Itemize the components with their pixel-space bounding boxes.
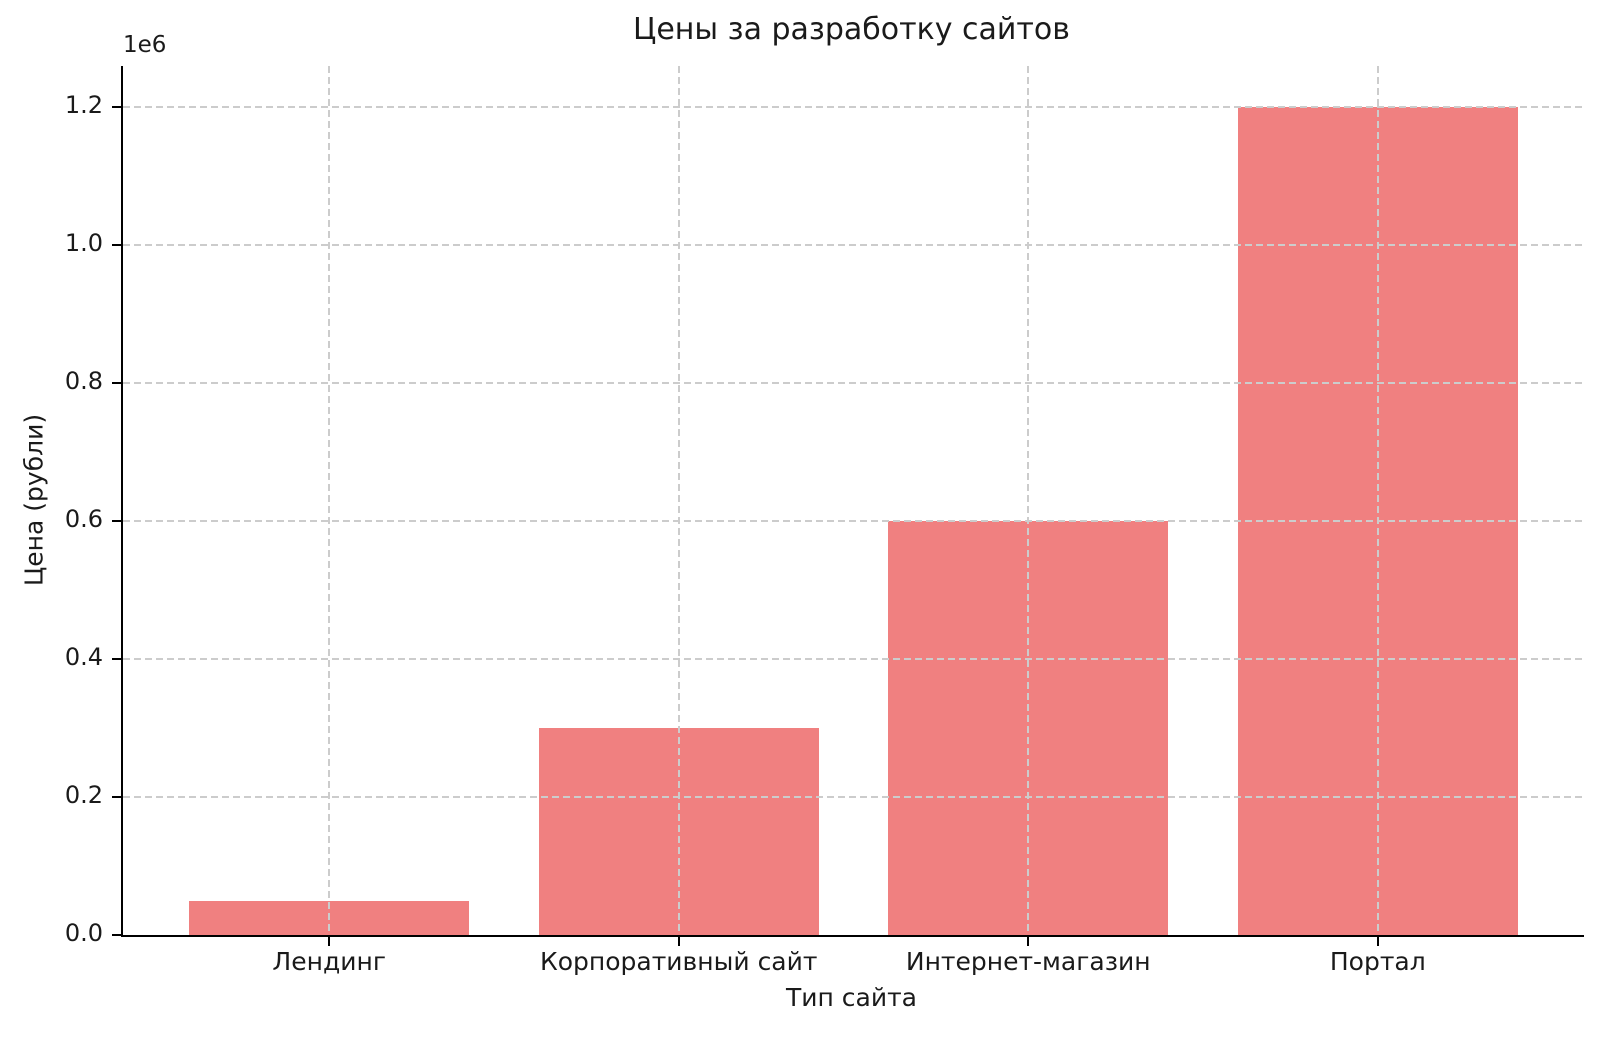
y-tick-label: 0.2 [64, 781, 103, 810]
y-tick-label: 0.8 [64, 367, 103, 396]
y-tick-mark [112, 382, 121, 385]
x-tick-mark [1376, 937, 1379, 946]
y-tick-label: 1.2 [64, 91, 103, 120]
bar [538, 728, 819, 935]
x-axis-label: Тип сайта [785, 983, 917, 1012]
x-tick-label: Интернет-магазин [905, 947, 1151, 976]
bar [888, 521, 1169, 935]
y-tick-mark [112, 520, 121, 523]
y-tick-mark [112, 244, 121, 247]
y-tick-mark [112, 658, 121, 661]
x-tick-label: Портал [1329, 947, 1426, 976]
y-tick-mark [112, 934, 121, 936]
y-tick-label: 0.0 [64, 919, 103, 947]
y-tick-mark [112, 796, 121, 799]
y-axis-label: Цена (рубли) [19, 413, 49, 587]
y-tick-mark [112, 106, 121, 109]
x-tick-label: Корпоративный сайт [540, 947, 818, 976]
x-tick-mark [328, 937, 331, 946]
x-tick-label: Лендинг [272, 947, 386, 976]
bar [189, 900, 470, 935]
y-tick-label: 1.0 [64, 229, 103, 258]
chart-title: Цены за разработку сайтов [633, 12, 1070, 47]
y-axis-offset-text: 1e6 [123, 32, 167, 58]
y-tick-label: 0.4 [64, 643, 103, 672]
x-gridline [328, 66, 331, 935]
x-tick-mark [1027, 937, 1030, 946]
y-tick-label: 0.6 [64, 505, 103, 534]
x-tick-mark [677, 937, 680, 946]
bar [1237, 107, 1518, 935]
plot-area [121, 66, 1584, 937]
